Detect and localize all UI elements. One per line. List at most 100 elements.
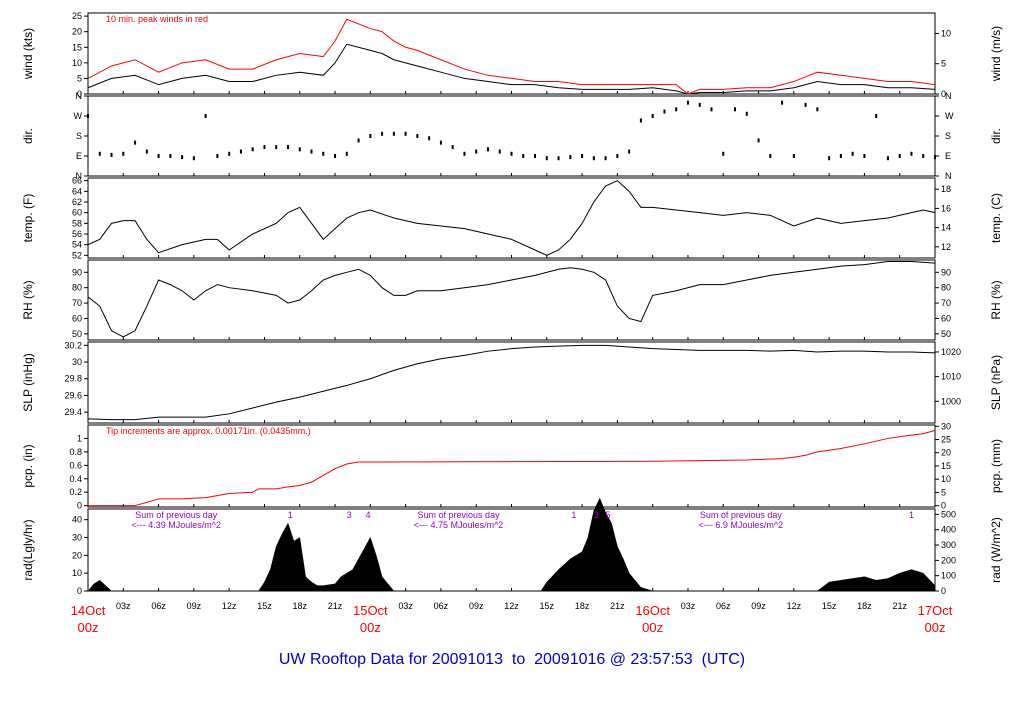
line-series <box>87 43 936 95</box>
y-tick-label-left: W <box>74 111 83 121</box>
scatter-point <box>757 138 760 143</box>
scatter-point <box>828 156 831 161</box>
scatter-point <box>698 102 701 107</box>
scatter-point <box>192 156 195 161</box>
y-tick-label-left: 25 <box>72 11 82 21</box>
scatter-point <box>345 151 348 156</box>
y-tick-label-right: 90 <box>941 267 951 277</box>
scatter-point <box>286 145 289 150</box>
y-tick-label-right: 30 <box>941 421 951 431</box>
scatter-point <box>181 155 184 160</box>
y-tick-label-left: 0.4 <box>69 474 82 484</box>
x-tick-label: 12z <box>787 601 802 611</box>
scatter-point <box>392 131 395 136</box>
scatter-point <box>628 149 631 154</box>
y-tick-label-right: 15 <box>941 461 951 471</box>
y-tick-label-right: 200 <box>941 555 956 565</box>
scatter-point <box>322 151 325 156</box>
x-tick-label: 21z <box>328 601 343 611</box>
scatter-point <box>298 147 301 152</box>
scatter-point <box>216 154 219 158</box>
y-axis-label-left: temp. (F) <box>21 194 35 243</box>
scatter-point <box>510 151 513 156</box>
scatter-point <box>863 154 866 158</box>
y-tick-label-left: 90 <box>72 267 82 277</box>
y-tick-label-right: 0 <box>941 501 946 511</box>
scatter-point <box>381 131 384 136</box>
y-tick-label-left: 62 <box>72 197 82 207</box>
day-sum-value: <--- 4.75 MJoules/m^2 <box>414 520 504 530</box>
rad-marker: 1 <box>571 510 576 520</box>
y-tick-label-left: 66 <box>72 176 82 186</box>
y-axis-label-left: SLP (inHg) <box>21 353 35 411</box>
y-axis-label-right: RH (%) <box>989 280 1003 319</box>
y-tick-label-left: 29.6 <box>64 390 82 400</box>
day-label-date: 15Oct <box>353 603 388 618</box>
scatter-point <box>239 149 242 154</box>
y-tick-label-right: 16 <box>941 203 951 213</box>
day-sum-title: Sum of previous day <box>418 510 501 520</box>
y-tick-label-left: 0 <box>77 89 82 99</box>
panel-frame <box>87 424 936 508</box>
footer-title: UW Rooftop Data for 20091013 to 20091016… <box>278 651 746 668</box>
scatter-point <box>404 131 407 136</box>
line-series <box>87 180 936 256</box>
scatter-point <box>522 154 525 158</box>
y-tick-label-left: 56 <box>72 229 82 239</box>
scatter-point <box>145 149 148 154</box>
y-axis-label-left: dir. <box>21 128 35 144</box>
panel-frame <box>87 341 936 424</box>
y-tick-label-left: 40 <box>72 515 82 525</box>
y-tick-label-left: 64 <box>72 186 82 196</box>
panel-wind: 0 5 10 15 20 25 0 5 10 wind (kts) wind (m/s) 10 min… <box>21 11 1003 99</box>
panel-frame <box>87 12 936 95</box>
x-tick-label: 12z <box>504 601 519 611</box>
y-tick-label-right: 1010 <box>941 372 961 382</box>
y-tick-label-right: 25 <box>941 435 951 445</box>
day-sum-title: Sum of previous day <box>700 510 783 520</box>
y-tick-label-right: 10 <box>941 28 951 38</box>
y-tick-label-right: 400 <box>941 525 956 535</box>
scatter-point <box>710 107 713 112</box>
y-axis-label-left: wind (kts) <box>21 28 35 80</box>
scatter-point <box>581 154 584 158</box>
y-tick-label-right: 20 <box>941 448 951 458</box>
y-tick-label-right: 14 <box>941 223 951 233</box>
scatter-point <box>898 154 901 158</box>
y-tick-label-left: 60 <box>72 208 82 218</box>
scatter-point <box>134 140 137 145</box>
x-tick-label: 21z <box>892 601 907 611</box>
rad-marker: 3 <box>594 510 599 520</box>
scatter-point <box>369 134 372 138</box>
y-tick-label-left: 30 <box>72 357 82 367</box>
scatter-point <box>604 156 607 161</box>
day-sum-title: Sum of previous day <box>135 510 218 520</box>
panel-rh: 50 60 70 80 90 50 60 70 80 90 RH (%) RH (%) <box>21 259 1003 341</box>
y-tick-label-right: 1000 <box>941 396 961 406</box>
x-tick-label: 21z <box>610 601 625 611</box>
scatter-point <box>263 145 266 150</box>
x-tick-label: 15z <box>822 601 837 611</box>
line-series <box>88 429 936 507</box>
scatter-point <box>675 107 678 112</box>
x-tick-label: 09z <box>187 601 202 611</box>
scatter-point <box>486 147 489 152</box>
scatter-point <box>122 151 125 156</box>
y-tick-label-right: 80 <box>941 283 951 293</box>
y-tick-label-right: 18 <box>941 184 951 194</box>
y-tick-label-left: 30 <box>72 533 82 543</box>
scatter-point <box>839 154 842 158</box>
scatter-point <box>569 155 572 160</box>
y-tick-label-right: 0 <box>941 89 946 99</box>
scatter-point <box>934 155 936 160</box>
panel-slp: 29.4 29.6 29.8 30 30.2 1000 1010 1020 SLP (inHg)… <box>21 340 1003 424</box>
panel-frame <box>87 95 936 177</box>
y-tick-label-left: S <box>76 131 82 141</box>
y-tick-label-right: S <box>945 131 951 141</box>
scatter-point <box>875 114 878 118</box>
panel-annotation: 10 min. peak winds in red <box>106 14 208 24</box>
y-tick-label-left: N <box>76 91 83 101</box>
y-tick-label-left: 0 <box>77 501 82 511</box>
